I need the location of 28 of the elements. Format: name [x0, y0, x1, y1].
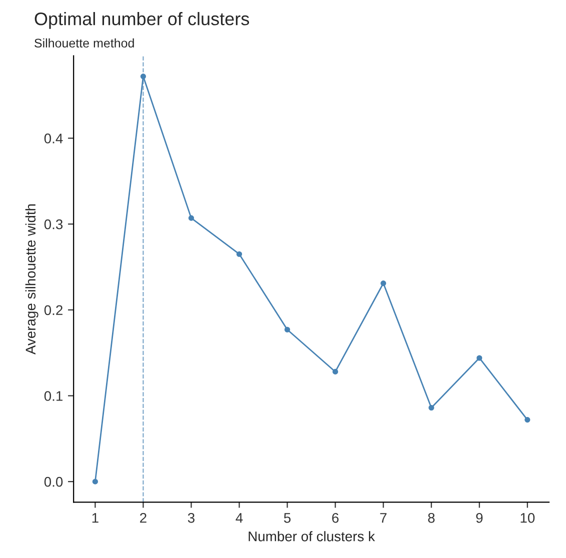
point: [188, 215, 194, 221]
point: [524, 417, 530, 423]
x-tick-label: 10: [520, 512, 535, 523]
y-tick-label: 0.4: [44, 134, 63, 144]
point: [428, 404, 434, 411]
x-tick-label: 5: [284, 513, 291, 523]
chart-title: Optimal number of clusters: [34, 12, 250, 29]
x-tick-label: 2: [140, 512, 146, 523]
x-axis-title: Number of clusters k: [248, 531, 375, 542]
x-tick-label: 7: [380, 513, 386, 523]
x-tick-label: 6: [332, 512, 339, 523]
y-tick-label: 0.2: [44, 305, 62, 316]
point: [92, 478, 98, 484]
point: [332, 368, 338, 374]
chart-subtitle: Silhouette method: [34, 38, 134, 48]
y-axis-title: Average silhouette width: [25, 204, 38, 355]
y-tick-label: 0.0: [44, 476, 63, 487]
y-tick-label: 0.3: [44, 219, 63, 230]
point: [476, 355, 482, 361]
x-tick-label: 1: [92, 513, 98, 523]
x-tick-label: 9: [476, 512, 483, 523]
y-tick-label: 0.1: [44, 391, 62, 401]
point: [380, 280, 386, 286]
point: [284, 326, 290, 332]
x-tick-label: 8: [428, 512, 435, 523]
point: [236, 251, 242, 257]
x-tick-label: 4: [236, 513, 243, 523]
x-tick-label: 3: [188, 512, 194, 523]
